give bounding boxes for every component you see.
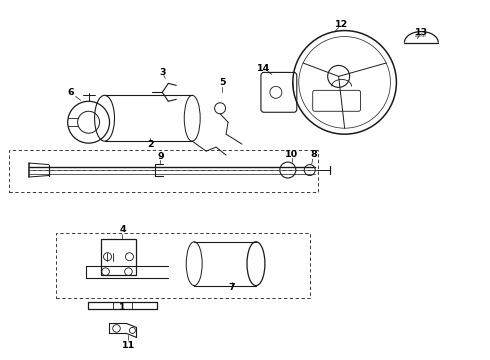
Text: 10: 10	[285, 150, 298, 159]
Text: 11: 11	[122, 341, 135, 350]
Text: 3: 3	[159, 68, 166, 77]
Text: 12: 12	[335, 20, 348, 29]
Bar	[9, 150, 318, 192]
Text: 5: 5	[219, 78, 225, 87]
Text: 2: 2	[147, 140, 154, 149]
Text: 9: 9	[157, 152, 164, 161]
Bar	[56, 233, 310, 298]
Text: 8: 8	[310, 150, 317, 159]
Text: 6: 6	[67, 88, 74, 97]
Text: 14: 14	[257, 64, 270, 73]
Text: 13: 13	[415, 28, 428, 37]
Bar	[100, 239, 136, 275]
Text: 4: 4	[119, 225, 126, 234]
Text: 7: 7	[229, 283, 235, 292]
Text: Cadillac: Cadillac	[416, 33, 427, 37]
Text: 1: 1	[119, 303, 126, 312]
